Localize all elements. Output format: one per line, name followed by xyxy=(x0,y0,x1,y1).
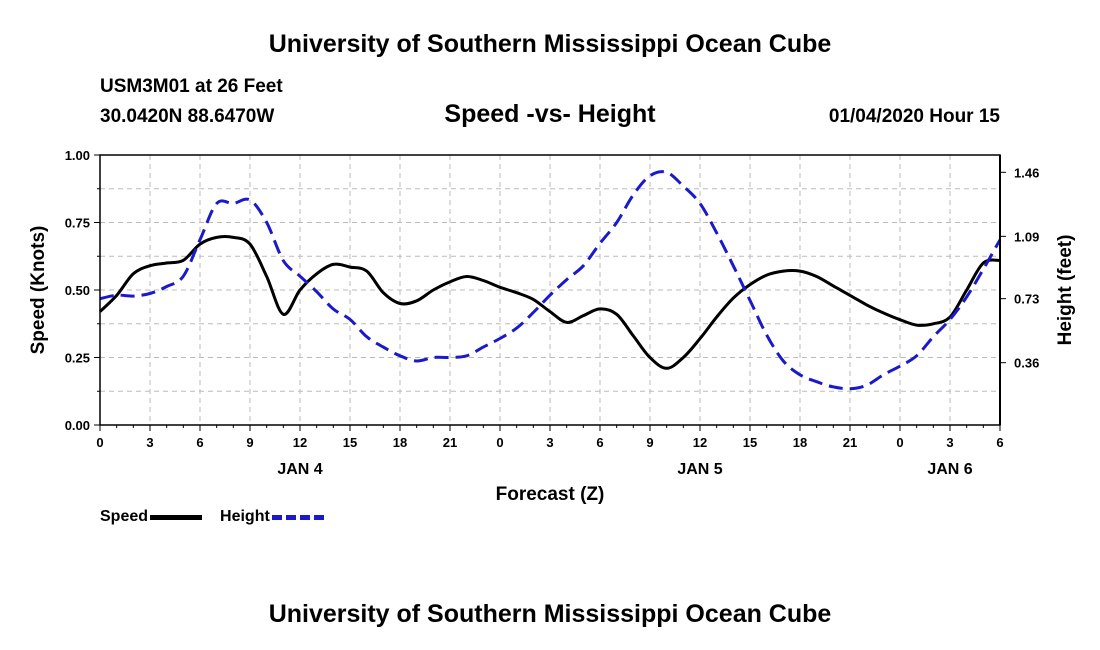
legend-speed-swatch xyxy=(150,514,203,520)
x-tick-label: 6 xyxy=(196,435,203,450)
x-tick-label: 0 xyxy=(896,435,903,450)
x-tick-label: 12 xyxy=(693,435,707,450)
x-tick-label: 15 xyxy=(743,435,757,450)
legend-height-swatch xyxy=(271,514,324,520)
y-tick-label: 1.00 xyxy=(65,148,90,163)
x-tick-label: 12 xyxy=(293,435,307,450)
header-title-top: University of Southern Mississippi Ocean… xyxy=(268,30,832,58)
x-tick-label: 18 xyxy=(393,435,407,450)
day-label: JAN 6 xyxy=(927,461,972,478)
y-tick-label: 0.50 xyxy=(65,283,90,298)
datetime-label: 01/04/2020 Hour 15 xyxy=(828,106,1000,127)
series-lines xyxy=(98,170,1002,391)
x-tick-label: 6 xyxy=(596,435,603,450)
y-axis-label: Speed (Knots) xyxy=(28,226,49,355)
y2-tick-label: 1.46 xyxy=(1014,165,1039,180)
x-tick-label: 9 xyxy=(646,435,653,450)
x-tick-label: 3 xyxy=(946,435,953,450)
x-tick-label: 21 xyxy=(843,435,857,450)
y-tick-label: 0.00 xyxy=(65,418,90,433)
x-tick-label: 15 xyxy=(343,435,357,450)
day-label: JAN 5 xyxy=(677,461,722,478)
y2-tick-label: 1.09 xyxy=(1014,229,1039,244)
axis-ticks: 0 3 6 9 12 15 18 21 0 3 6 9 12 15 18 21 0 3 6 JAN 4 JAN 5 JAN… xyxy=(65,148,1040,478)
x-axis-label: Forecast (Z) xyxy=(496,484,605,505)
y-tick-label: 0.25 xyxy=(65,351,90,366)
series-line-height xyxy=(99,170,1002,391)
grid-lines xyxy=(100,155,1000,425)
header-title-bottom: University of Southern Mississippi Ocean… xyxy=(268,600,832,628)
x-tick-label: 6 xyxy=(996,435,1003,450)
x-tick-label: 18 xyxy=(793,435,807,450)
y2-tick-label: 0.73 xyxy=(1014,292,1039,307)
chart-title: Speed -vs- Height xyxy=(444,100,656,128)
legend-speed-label: Speed xyxy=(100,508,149,525)
legend-height-label: Height xyxy=(220,508,270,525)
x-tick-label: 0 xyxy=(496,435,503,450)
legend-item-height: Height xyxy=(220,508,324,526)
x-tick-label: 9 xyxy=(246,435,253,450)
y-tick-label: 0.75 xyxy=(65,216,90,231)
x-tick-label: 3 xyxy=(546,435,553,450)
x-tick-label: 0 xyxy=(96,435,103,450)
coordinates-label: 30.0420N 88.6470W xyxy=(100,106,275,127)
series-line-speed xyxy=(98,235,1001,370)
y2-axis-label: Height (feet) xyxy=(1055,235,1076,346)
legend: Speed Height xyxy=(100,508,342,526)
legend-item-speed: Speed xyxy=(100,508,203,526)
day-label: JAN 4 xyxy=(277,461,322,478)
x-tick-label: 21 xyxy=(443,435,457,450)
x-tick-label: 3 xyxy=(146,435,153,450)
y2-tick-label: 0.36 xyxy=(1014,356,1039,371)
station-label: USM3M01 at 26 Feet xyxy=(100,76,283,97)
